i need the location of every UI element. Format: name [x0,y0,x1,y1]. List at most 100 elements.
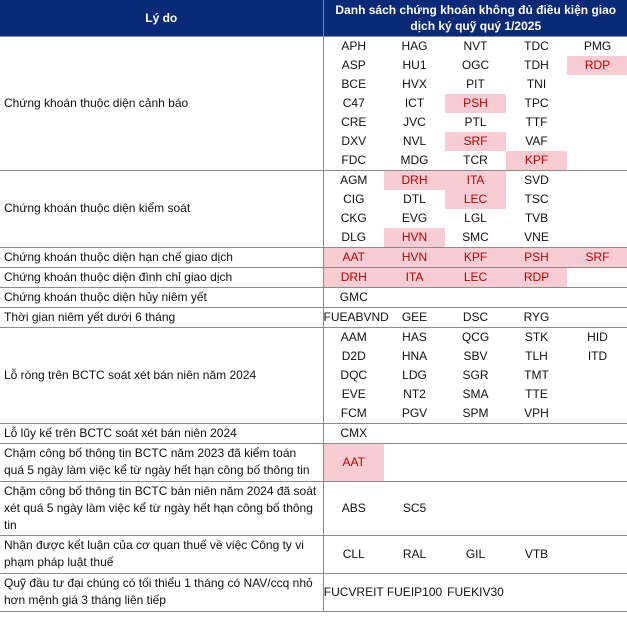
stock-code-cell: DQC [340,367,368,382]
stock-code-cell: SMA [462,386,489,401]
table-row: C47 ICT PSH TPC [0,93,627,113]
stock-code-cell: OGC [461,57,490,72]
stock-code-cell: GIL [445,534,506,573]
stock-code-cell [567,94,627,113]
stock-code-cell [567,422,627,443]
reason-cell: Chậm công bố thông tin BCTC bán niên năm… [0,480,324,535]
stock-code-cell: EVG [401,210,428,225]
reason-cell: Lỗ lũy kế trên BCTC soát xét bán niên 20… [0,422,324,443]
stock-code-cell: FUEIP100 [384,572,445,612]
stock-code-cell: ITA [445,169,506,190]
table-row: CKG EVG LGL TVB [0,209,627,228]
reason-cell: Chứng khoán thuộc diện kiểm soát [0,169,324,247]
stock-code-cell [567,572,627,612]
reason-cell: Nhận được kết luận của cơ quan thuế về v… [0,534,324,573]
table-header-row: Lý do Danh sách chứng khoán không đủ điề… [0,0,627,36]
stock-code-cell: HVN [384,227,445,247]
stock-code-cell: TNI [526,76,547,91]
stock-code-cell: VAF [525,133,548,148]
stock-code-cell: HU1 [402,57,427,72]
stock-code-cell: HAG [384,35,445,56]
stock-code-cell: BCE [341,76,367,91]
stock-code-cell: PMG [567,35,627,56]
stock-code-cell: ITA [384,266,445,287]
stock-code-cell [567,385,627,404]
stock-code-cell: AAT [323,246,384,267]
stock-code-cell: RAL [384,534,445,573]
stock-code-cell: DLG [341,229,367,244]
stock-code-cell: KPF [445,246,506,267]
stock-code-cell: AAT [323,442,384,481]
table-row: Thời gian niêm yết dưới 6 tháng FUEABVND G… [0,306,627,327]
stock-code-cell: TPC [524,95,549,110]
reason-column-header: Lý do [0,0,324,36]
stock-code-cell: HID [567,326,627,347]
stock-code-cell [384,442,445,481]
stock-code-cell: GMC [323,286,384,307]
stock-code-cell [384,286,445,307]
stock-code-cell: HVX [402,76,427,91]
stock-code-cell: PGV [401,405,428,420]
stock-code-cell [567,113,627,132]
stock-code-cell [567,169,627,190]
stock-code-cell: RDP [567,55,627,75]
stock-code-cell: AAM [323,326,384,347]
stock-code-cell: SRF [567,246,627,267]
stock-code-cell: TLH [525,348,548,363]
stock-code-cell: PSH [506,246,567,267]
table-row: ASP HU1 OGC TDH RDP [0,55,627,75]
table-row: DXV NVL SRF VAF [0,131,627,151]
stock-code-cell [506,480,567,535]
reason-cell: Quỹ đầu tư đại chúng có tối thiểu 1 thán… [0,572,324,612]
stock-code-cell [567,190,627,209]
list-column-header: Danh sách chứng khoán không đủ điều kiện… [323,0,627,36]
table-row: Lỗ lũy kế trên BCTC soát xét bán niên 20… [0,422,627,443]
stock-code-cell [506,286,567,307]
stock-code-cell [445,442,506,481]
table-row: CIG DTL LEC TSC [0,189,627,209]
stock-code-cell: SC5 [384,480,445,535]
reason-cell: Chứng khoán thuộc diện hủy niêm yết [0,286,324,307]
stock-code-cell: GEE [384,306,445,327]
stock-code-cell: CMX [323,422,384,443]
reason-cell: Chứng khoán thuộc diện cảnh báo [0,35,324,170]
table-row: CRE JVC PTL TTF [0,113,627,132]
stock-code-cell [567,366,627,385]
stock-code-cell: SRF [445,131,506,151]
stock-code-cell [567,266,627,287]
stock-code-cell: DRH [323,266,384,287]
stock-code-cell [445,422,506,443]
table-body: Chứng khoán thuộc diện cảnh báo APH HAG NVT… [0,35,627,612]
stock-code-cell: HAS [384,326,445,347]
stock-code-cell: DTL [403,191,426,206]
table-row: DLG HVN SMC VNE [0,227,627,247]
stock-code-cell: NT2 [403,386,426,401]
stock-code-cell: NVL [402,133,427,148]
stock-code-cell: AGM [323,169,384,190]
stock-code-cell: QCG [445,326,506,347]
stock-code-cell [567,404,627,424]
table-row: DQC LDG SGR TMT [0,366,627,385]
stock-code-cell: RDP [506,266,567,287]
reason-cell: Chứng khoán thuộc diện đình chỉ giao dịc… [0,266,324,287]
stock-code-cell: LEC [445,266,506,287]
stock-code-cell [506,422,567,443]
stock-code-cell: CLL [323,534,384,573]
stock-code-cell: ABS [323,480,384,535]
reason-cell: Lỗ ròng trên BCTC soát xét bán niên năm … [0,326,324,423]
stock-code-cell: TMT [524,367,549,382]
stock-code-cell: TDH [524,57,549,72]
table-row: Nhận được kết luận của cơ quan thuế về v… [0,534,627,573]
stock-code-cell: SPM [462,405,489,420]
stock-code-cell: VNE [524,229,549,244]
stock-code-cell: ITD [587,348,608,363]
table-row: FCM PGV SPM VPH [0,404,627,424]
stock-code-cell: HNA [401,348,428,363]
stock-code-cell [567,209,627,228]
stock-code-cell: NVT [445,35,506,56]
stock-code-cell: TCR [463,152,488,167]
stock-code-cell [384,422,445,443]
stock-code-cell: ICT [404,95,425,110]
stock-code-cell: HVN [384,246,445,267]
stock-code-cell: DXV [341,133,367,148]
